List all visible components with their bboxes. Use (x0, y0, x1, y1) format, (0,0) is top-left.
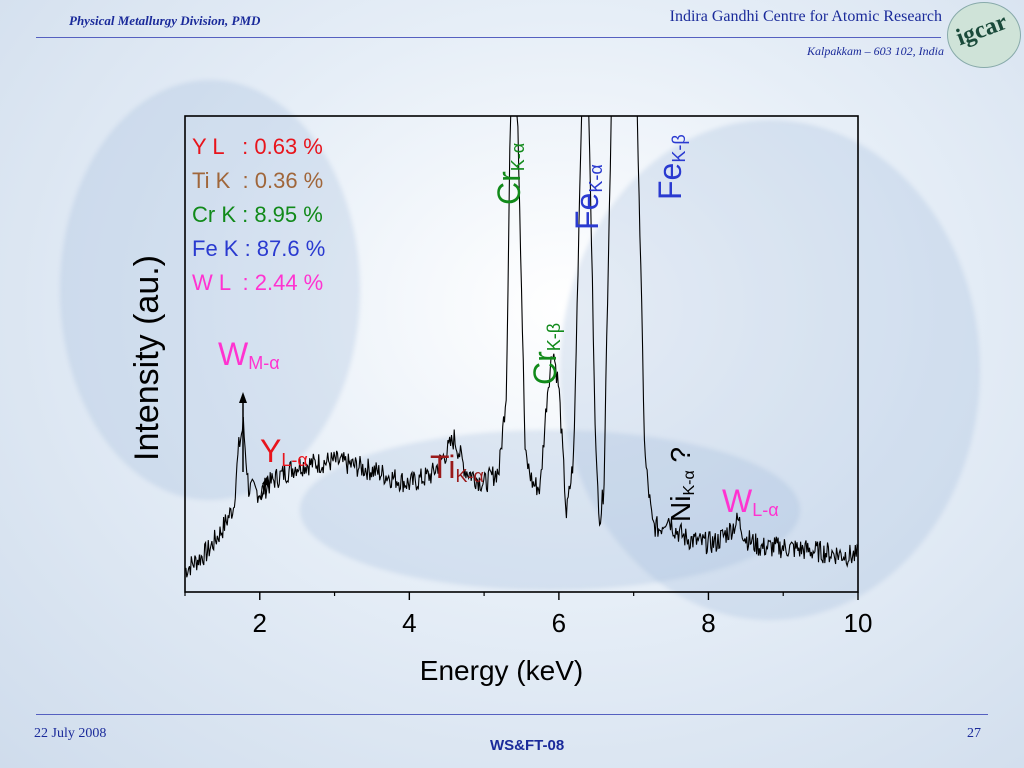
composition-item: Y L : 0.63 % (192, 134, 323, 159)
x-tick-label: 10 (844, 608, 873, 638)
x-tick-label: 2 (253, 608, 267, 638)
spectrum-series-line (185, 116, 858, 578)
peak-label-w: WM-α (218, 336, 280, 373)
x-tick-label: 4 (402, 608, 416, 638)
peak-label-ti: TiK-α (430, 449, 484, 486)
footer-event: WS&FT-08 (490, 737, 565, 754)
arrow-head (239, 392, 247, 403)
background-map-shape (560, 120, 980, 620)
division-title: Physical Metallurgy Division, PMD (69, 13, 261, 28)
composition-item: W L : 2.44 % (192, 270, 324, 295)
y-axis-label: Intensity (au.) (128, 255, 166, 461)
igcar-logo: igcar (947, 2, 1021, 68)
peak-label-y: YL-α (260, 433, 308, 470)
background-map-shape (300, 430, 800, 590)
institute-title: Indira Gandhi Centre for Atomic Research (669, 8, 942, 25)
composition-item: Cr K : 8.95 % (192, 202, 323, 227)
peak-label-cr: CrK-α (491, 143, 528, 205)
peak-label-ni: NiK-α ? (665, 447, 698, 522)
composition-item: Fe K : 87.6 % (192, 236, 326, 261)
institute-address: Kalpakkam – 603 102, India (807, 44, 944, 58)
x-axis-label: Energy (keV) (420, 655, 583, 686)
background-map-shape (60, 80, 360, 500)
composition-item: Ti K : 0.36 % (192, 168, 324, 193)
arrow-head (262, 475, 270, 486)
x-tick-label: 8 (701, 608, 715, 638)
footer-divider (36, 714, 988, 715)
page-number: 27 (967, 726, 981, 741)
plot-frame (184, 115, 859, 593)
header-divider (36, 37, 941, 38)
footer-date: 22 July 2008 (34, 726, 107, 741)
peak-label-fe: FeK-β (652, 134, 689, 200)
peak-label-w: WL-α (722, 483, 779, 520)
peak-label-fe: FeK-α (569, 164, 606, 230)
x-tick-label: 6 (552, 608, 566, 638)
peak-label-cr: CrK-β (527, 323, 564, 385)
